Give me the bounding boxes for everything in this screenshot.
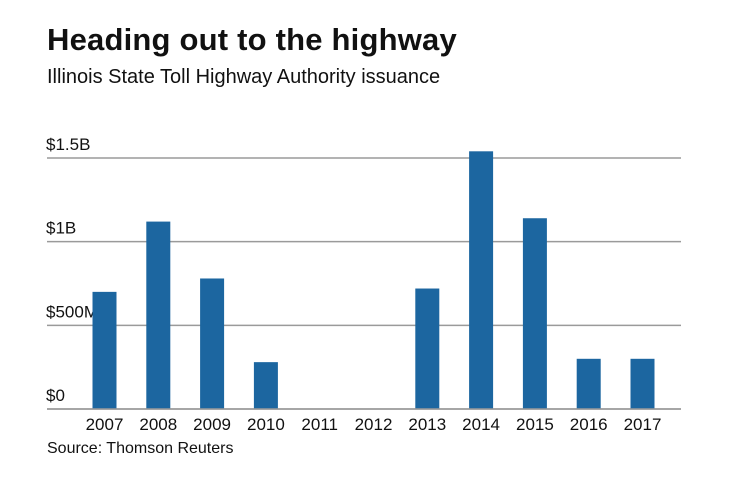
bar-2013 [415,288,440,409]
x-tick-label: 2014 [462,415,500,434]
y-tick-label: $1.5B [46,135,90,154]
bar-2014 [469,151,494,409]
chart-subtitle: Illinois State Toll Highway Authority is… [47,66,441,88]
x-tick-label: 2013 [408,415,446,434]
bar-2009 [200,278,225,409]
y-tick-label: $500M [46,302,98,321]
x-tick-label: 2017 [624,415,662,434]
chart-title: Heading out to the highway [47,22,457,57]
bar-2008 [146,221,171,409]
x-tick-label: 2011 [301,415,338,434]
y-tick-label: $1B [46,219,76,238]
x-tick-label: 2009 [193,415,231,434]
bar-2016 [576,358,601,409]
y-tick-label: $0 [46,386,65,405]
source-note: Source: Thomson Reuters [47,440,234,457]
x-tick-label: 2008 [139,415,177,434]
bar-2015 [522,218,547,409]
x-tick-label: 2012 [355,415,393,434]
bar-2017 [630,358,655,409]
x-tick-label: 2016 [570,415,608,434]
x-tick-label: 2007 [86,415,124,434]
bar-2007 [92,291,117,409]
x-tick-label: 2015 [516,415,554,434]
x-tick-label: 2010 [247,415,285,434]
bar-2010 [253,362,278,409]
